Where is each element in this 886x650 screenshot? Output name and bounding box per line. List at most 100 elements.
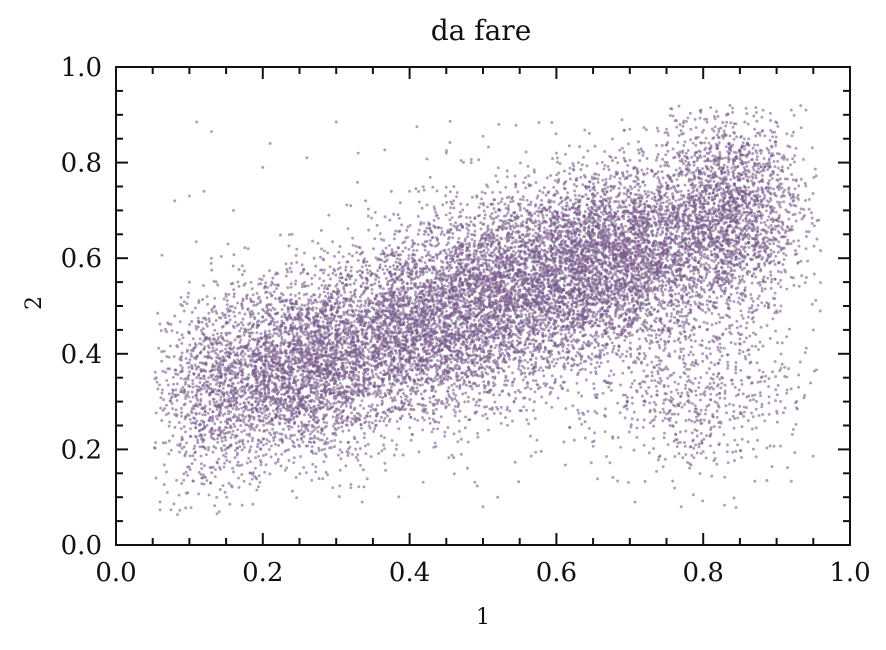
scatter-point	[291, 489, 294, 493]
scatter-point	[339, 440, 343, 444]
scatter-point	[360, 399, 364, 403]
scatter-point	[354, 308, 358, 312]
scatter-point	[316, 364, 320, 368]
scatter-point	[164, 413, 168, 417]
scatter-point	[459, 437, 463, 441]
scatter-point	[244, 423, 248, 427]
scatter-point	[287, 332, 291, 336]
scatter-point	[422, 390, 426, 394]
scatter-point	[344, 404, 348, 408]
scatter-point	[274, 297, 277, 300]
scatter-point	[351, 243, 355, 247]
scatter-point	[360, 265, 364, 269]
scatter-point	[348, 277, 352, 281]
scatter-point	[244, 364, 248, 367]
scatter-point	[222, 444, 226, 447]
scatter-point	[236, 280, 240, 284]
scatter-point	[264, 413, 268, 417]
scatter-point	[283, 468, 287, 472]
scatter-point	[322, 460, 326, 464]
scatter-point	[223, 379, 227, 383]
scatter-point	[216, 356, 220, 360]
scatter-point	[221, 355, 225, 359]
scatter-point	[415, 382, 419, 386]
scatter-point	[443, 362, 446, 366]
scatter-point	[250, 355, 254, 359]
scatter-point	[354, 456, 358, 459]
scatter-point	[349, 346, 353, 350]
scatter-point	[274, 442, 277, 446]
scatter-point	[254, 456, 257, 460]
scatter-point	[431, 409, 435, 413]
scatter-point	[288, 376, 292, 380]
scatter-point	[239, 380, 243, 383]
scatter-point	[334, 323, 338, 327]
scatter-point	[247, 395, 251, 399]
scatter-point	[338, 484, 342, 488]
scatter-point	[357, 370, 361, 374]
scatter-point	[283, 392, 287, 396]
scatter-point	[301, 319, 305, 323]
scatter-point	[303, 430, 307, 433]
scatter-point	[322, 249, 326, 253]
scatter-point	[338, 381, 342, 385]
scatter-point	[241, 323, 245, 327]
scatter-point	[255, 331, 259, 335]
scatter-point	[236, 446, 240, 450]
scatter-point	[328, 446, 331, 450]
scatter-point	[257, 454, 260, 458]
scatter-point	[344, 268, 348, 272]
scatter-point	[531, 409, 535, 412]
scatter-point	[334, 407, 338, 411]
scatter-point	[334, 273, 338, 277]
scatter-point	[342, 288, 346, 292]
scatter-point	[437, 290, 440, 294]
scatter-point	[354, 278, 358, 282]
scatter-point	[324, 440, 328, 444]
scatter-point	[406, 399, 410, 403]
scatter-point	[306, 395, 310, 399]
scatter-point	[395, 337, 399, 341]
scatter-point	[257, 295, 261, 299]
scatter-point	[188, 323, 192, 326]
scatter-point	[316, 389, 320, 393]
scatter-point	[463, 400, 467, 404]
scatter-point	[301, 373, 305, 376]
scatter-point	[297, 296, 301, 300]
scatter-point	[447, 456, 451, 460]
scatter-point	[239, 338, 243, 342]
scatter-point	[338, 279, 342, 283]
scatter-point	[418, 273, 422, 277]
scatter-point	[370, 370, 374, 374]
scatter-point	[256, 485, 260, 489]
scatter-point	[320, 325, 324, 329]
scatter-point	[311, 360, 315, 364]
scatter-point	[283, 398, 287, 402]
scatter-point	[349, 483, 353, 486]
scatter-point	[409, 408, 412, 411]
scatter-point	[161, 388, 164, 392]
scatter-point	[281, 427, 285, 431]
scatter-point	[464, 383, 468, 387]
scatter-point	[295, 327, 299, 331]
scatter-point	[244, 404, 248, 408]
scatter-point	[308, 432, 312, 436]
scatter-point	[375, 414, 379, 418]
scatter-point	[302, 251, 306, 255]
scatter-point	[321, 401, 325, 405]
scatter-point	[367, 321, 371, 325]
scatter-point	[293, 282, 297, 286]
scatter-point	[307, 403, 311, 407]
scatter-point	[250, 477, 254, 481]
scatter-point	[225, 303, 229, 307]
scatter-point	[347, 451, 350, 455]
scatter-point	[417, 450, 421, 454]
scatter-point	[458, 387, 462, 390]
scatter-point	[418, 281, 422, 285]
scatter-point	[436, 378, 440, 381]
scatter-point	[186, 377, 190, 381]
scatter-point	[303, 413, 306, 417]
scatter-point	[258, 345, 262, 349]
scatter-point	[346, 354, 350, 358]
scatter-point	[319, 309, 323, 313]
